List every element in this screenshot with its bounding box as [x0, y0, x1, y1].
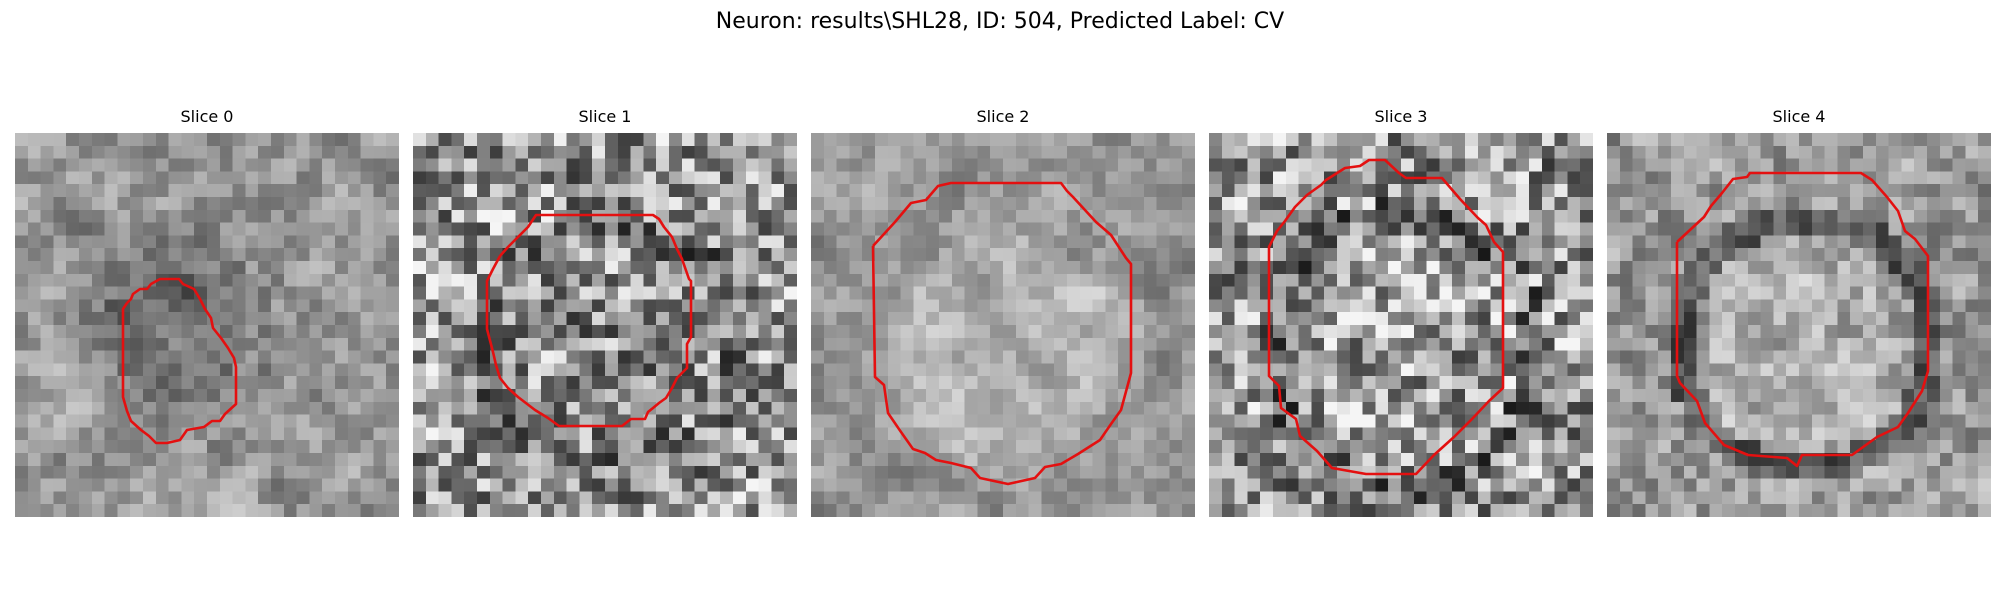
slice-1-contour-overlay: [485, 213, 693, 428]
slice-0-contour-overlay: [121, 277, 238, 445]
slice-1-image: [413, 133, 797, 517]
slice-4-contour-overlay: [1675, 171, 1930, 468]
slice-1-title: Slice 1: [578, 107, 632, 126]
slice-0-image: [15, 133, 399, 517]
slice-4-panel: Slice 4: [1607, 107, 1991, 517]
slice-0-title: Slice 0: [180, 107, 234, 126]
slice-3-title: Slice 3: [1374, 107, 1428, 126]
slice-3-image: [1209, 133, 1593, 517]
slice-0-contour: [121, 277, 238, 445]
slice-2-contour: [871, 181, 1133, 486]
slice-3-panel: Slice 3: [1209, 107, 1593, 517]
slice-4-title: Slice 4: [1772, 107, 1826, 126]
slice-3-contour-overlay: [1267, 158, 1505, 476]
slice-1-panel: Slice 1: [413, 107, 797, 517]
slice-2-panel: Slice 2: [811, 107, 1195, 517]
slice-3-contour: [1267, 158, 1505, 476]
figure-title: Neuron: results\SHL28, ID: 504, Predicte…: [715, 9, 1285, 34]
slice-0-panel: Slice 0: [15, 107, 399, 517]
slice-4-contour: [1675, 171, 1930, 468]
slice-2-title: Slice 2: [976, 107, 1030, 126]
slice-2-contour-overlay: [871, 181, 1133, 486]
slice-1-contour: [485, 213, 693, 428]
